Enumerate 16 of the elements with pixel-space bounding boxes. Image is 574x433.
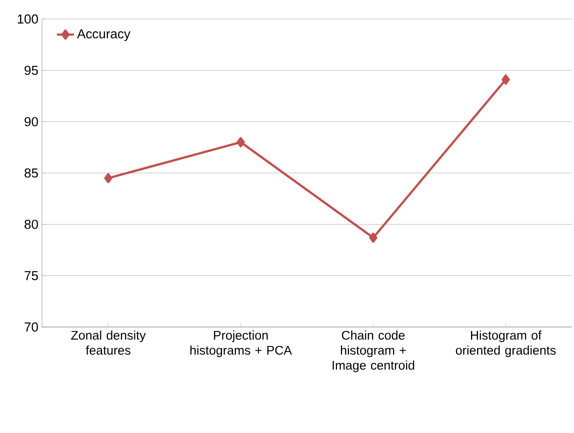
y-tick-label: 100 [18, 14, 38, 24]
legend-label: Accuracy [77, 29, 130, 41]
y-tick-label: 90 [24, 117, 38, 126]
x-tick-label: Zonal density features [71, 330, 146, 355]
y-tick-label: 75 [24, 271, 38, 280]
x-tick-label: Chain code histogram + Image centroid [332, 330, 414, 372]
y-tick-label: 80 [24, 220, 38, 229]
point [502, 74, 510, 85]
y-tick-label: 85 [24, 168, 38, 178]
point [104, 173, 112, 184]
point [236, 137, 245, 148]
x-tick-label: Projection histograms + PCA [190, 330, 292, 358]
point [369, 232, 378, 243]
y-tick-label: 70 [24, 322, 38, 332]
x-tick-label: Histogram of oriented gradients [456, 330, 556, 358]
y-tick-label: 95 [24, 66, 38, 75]
